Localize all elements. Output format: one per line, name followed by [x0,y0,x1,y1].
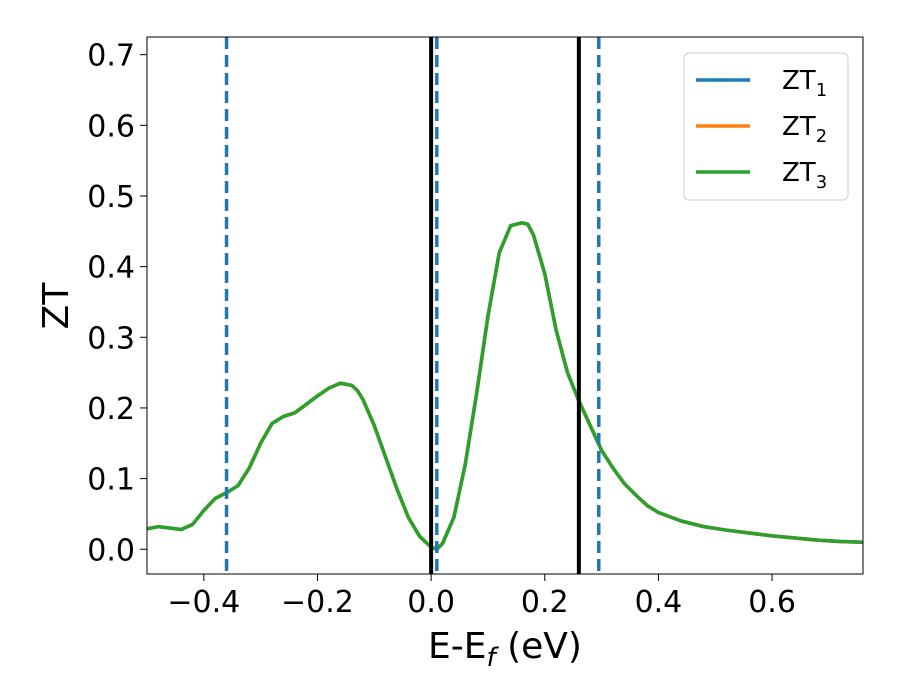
y-axis-label: ZT [36,282,77,330]
y-tick-label: 0.0 [87,533,135,568]
legend-box [683,52,849,201]
x-tick-label: 0.0 [407,585,455,620]
legend-label-3: ZT3 [782,158,827,193]
y-tick-label: 0.4 [87,251,135,286]
x-axis-label: E-Ef (eV) [428,626,582,673]
y-tick-label: 0.5 [87,180,135,215]
series-line-3 [147,221,863,552]
y-axis-ticks: 0.0 0.1 0.2 0.3 0.4 0.5 0.6 0.7 [87,39,147,568]
x-tick-label: −0.4 [167,585,240,620]
series-line-2 [147,221,863,552]
plot-area [146,36,864,575]
x-tick-label: 0.6 [748,585,796,620]
plot-frame [146,36,864,575]
x-tick-label: −0.2 [281,585,354,620]
series-line-1 [147,221,863,552]
legend-label-2: ZT2 [782,112,827,147]
y-tick-label: 0.3 [87,321,135,356]
y-tick-label: 0.6 [87,109,135,144]
legend-label-1: ZT1 [782,66,827,101]
x-axis-ticks: −0.4 −0.2 0.0 0.2 0.4 0.6 [167,574,796,620]
y-tick-label: 0.1 [87,463,135,498]
x-tick-label: 0.4 [635,585,683,620]
y-tick-label: 0.7 [87,39,135,74]
legend: ZT1 ZT2 ZT3 [683,52,849,201]
y-tick-label: 0.2 [87,392,135,427]
x-tick-label: 0.2 [521,585,569,620]
